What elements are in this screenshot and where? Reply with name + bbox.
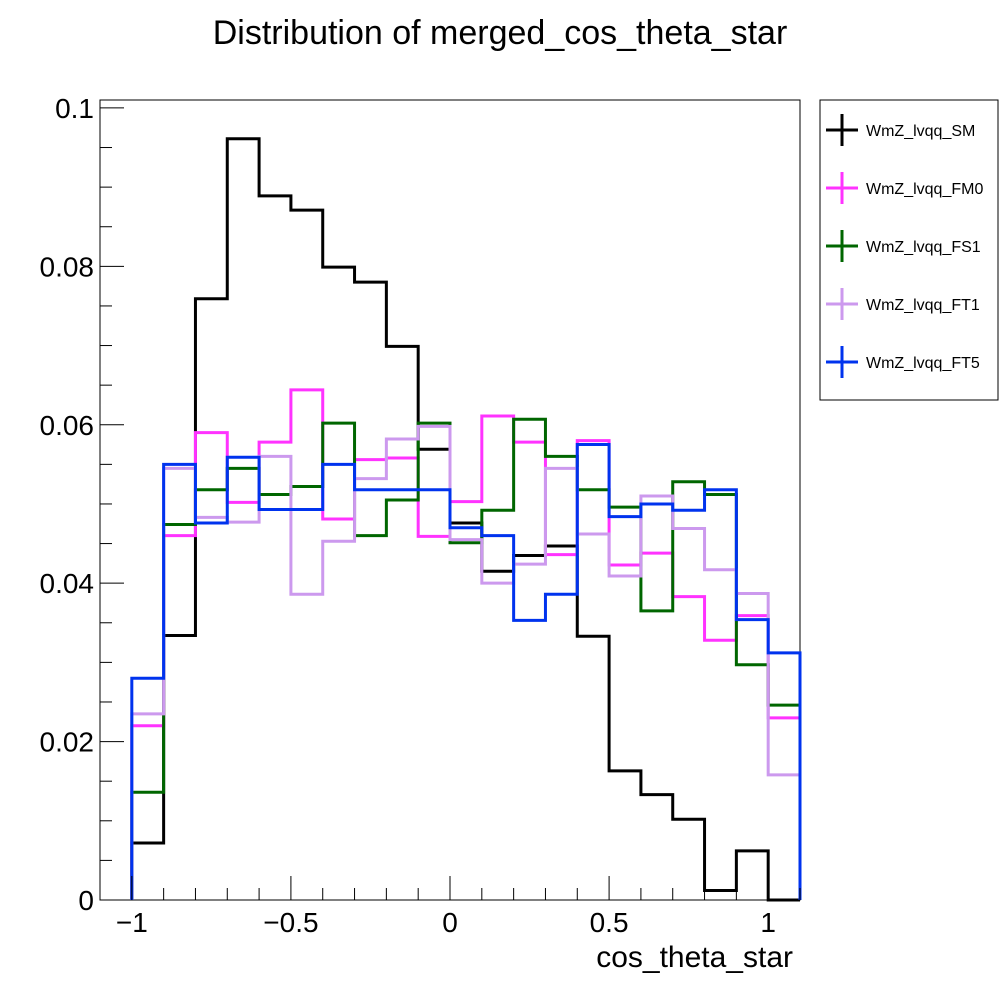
x-axis-label: cos_theta_star — [596, 941, 793, 974]
y-tick-label: 0.06 — [40, 410, 95, 441]
legend-label-wmz-lvqq-ft1: WmZ_lvqq_FT1 — [866, 297, 980, 314]
series-line-wmz-lvqq-ft1 — [130, 424, 802, 900]
legend-box — [819, 99, 999, 401]
series-layer — [130, 137, 802, 902]
chart-title: Distribution of merged_cos_theta_star — [213, 14, 788, 52]
y-tick-label: 0 — [78, 885, 94, 916]
y-tick-label: 0.02 — [40, 727, 95, 758]
series-line-wmz-lvqq-fm0 — [130, 388, 802, 900]
x-tick-label: −1 — [116, 907, 148, 938]
series-line-wmz-lvqq-sm — [130, 137, 800, 902]
y-tick-label: 0.04 — [40, 568, 95, 599]
y-tick-label: 0.1 — [55, 93, 94, 124]
axes: −1 −0.5 0 0.5 1 0 0.02 0.04 0.06 0.08 0.1 — [40, 93, 801, 938]
legend-label-wmz-lvqq-fs1: WmZ_lvqq_FS1 — [866, 239, 981, 256]
legend-label-wmz-lvqq-fm0: WmZ_lvqq_FM0 — [866, 181, 983, 198]
legend: WmZ_lvqq_SM WmZ_lvqq_FM0 WmZ_lvqq_FS1 WmZ_l… — [819, 99, 999, 401]
x-tick-label: 0 — [442, 907, 458, 938]
y-tick-label: 0.08 — [40, 251, 95, 282]
x-tick-label: 1 — [760, 907, 776, 938]
x-tick-label: −0.5 — [263, 907, 318, 938]
legend-label-wmz-lvqq-ft5: WmZ_lvqq_FT5 — [866, 355, 980, 372]
legend-label-wmz-lvqq-sm: WmZ_lvqq_SM — [866, 123, 975, 140]
series-line-wmz-lvqq-ft5 — [130, 443, 802, 900]
x-tick-label: 0.5 — [590, 907, 629, 938]
series-line-wmz-lvqq-fs1 — [130, 417, 802, 900]
